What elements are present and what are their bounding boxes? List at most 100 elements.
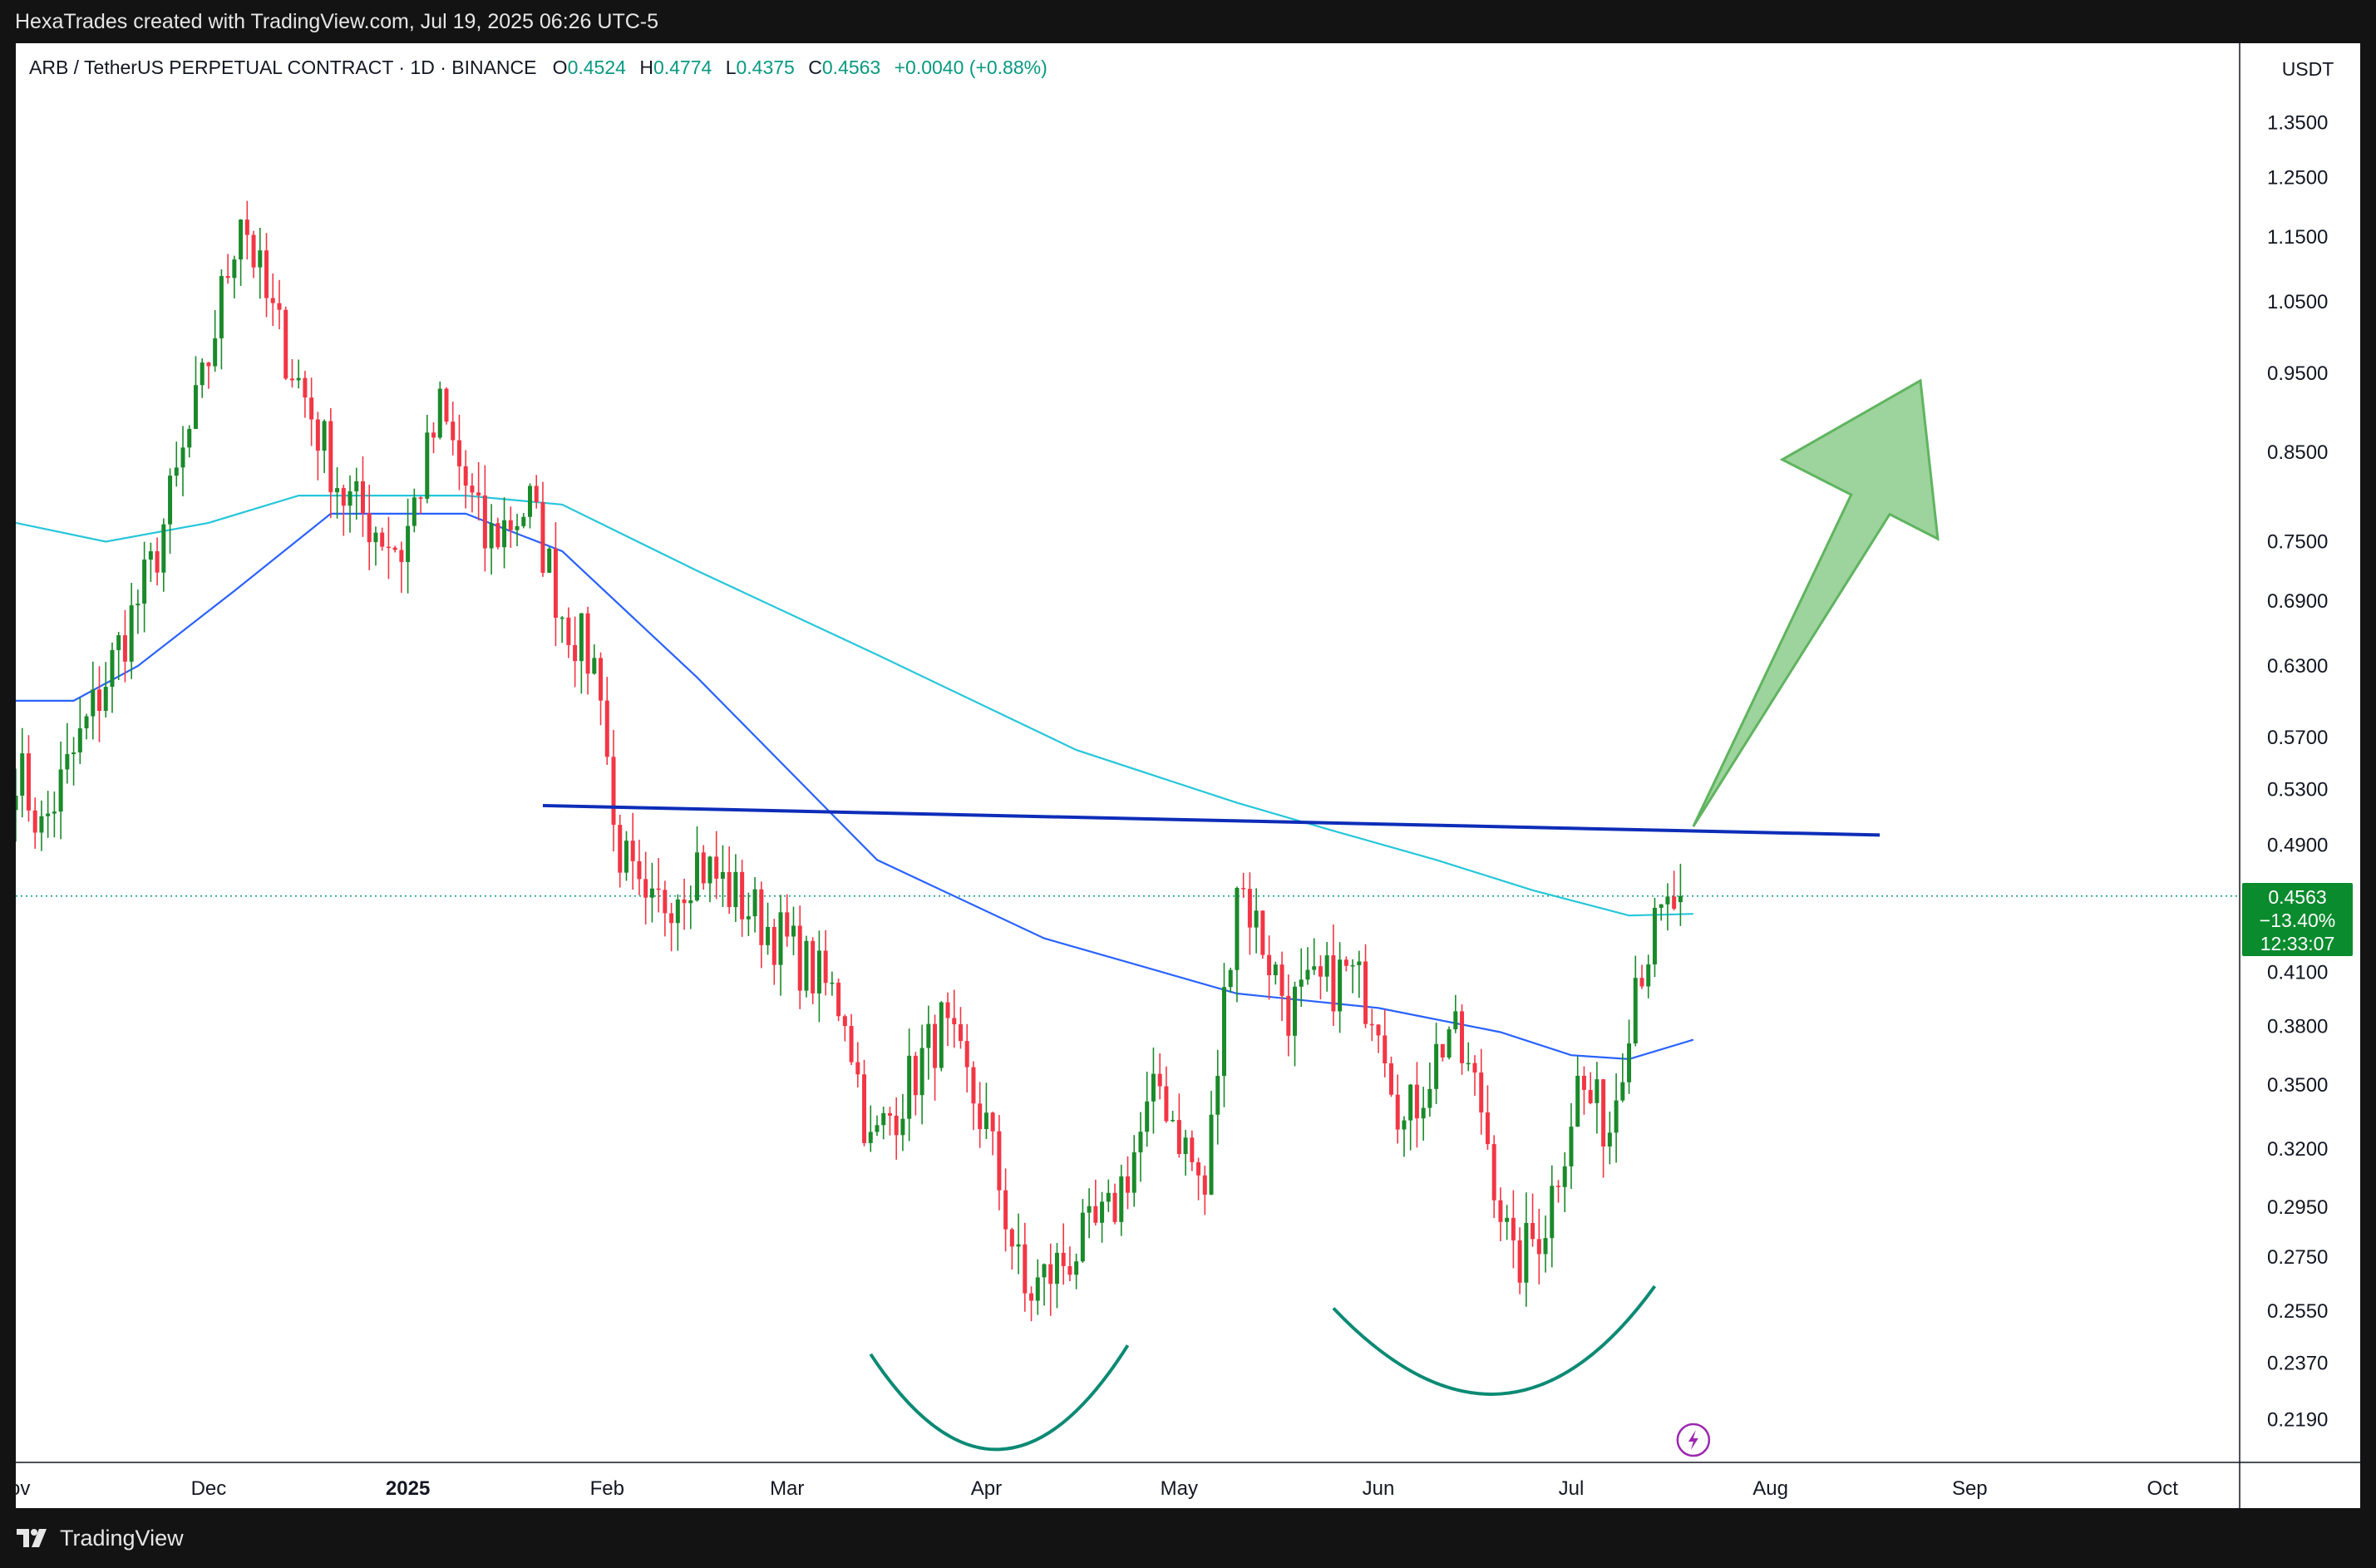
candle-body	[244, 219, 249, 235]
candle-body	[1440, 1043, 1445, 1058]
candle	[669, 903, 674, 952]
candle	[431, 422, 436, 454]
candle-body	[990, 1112, 995, 1132]
candle	[161, 518, 166, 592]
candle	[52, 791, 57, 838]
candle-body	[392, 547, 397, 550]
candle-body	[1042, 1264, 1047, 1278]
candle	[1190, 1130, 1195, 1171]
candle	[611, 729, 616, 852]
candle-body	[624, 841, 629, 873]
candle-body	[1595, 1079, 1600, 1103]
candle	[1171, 1111, 1176, 1122]
candle	[244, 200, 249, 260]
candle	[495, 517, 500, 550]
candle-body	[142, 560, 147, 604]
candle-body	[431, 432, 436, 438]
tradingview-logo[interactable]: TradingView	[17, 1526, 184, 1551]
candle	[656, 858, 661, 913]
candle	[489, 504, 494, 575]
candle-body	[1254, 910, 1259, 928]
candle-body	[495, 523, 500, 548]
candle-body	[26, 753, 31, 811]
candle	[1607, 1112, 1612, 1165]
candle	[258, 228, 263, 299]
candle	[187, 425, 192, 458]
candle-body	[39, 816, 44, 833]
candle	[232, 255, 237, 298]
candle-body	[1293, 986, 1298, 1036]
candle	[1639, 964, 1644, 989]
candle-body	[482, 495, 487, 549]
candle	[1145, 1072, 1150, 1147]
moving-average-slow-line	[16, 495, 1693, 917]
candle	[701, 845, 706, 890]
price-chart[interactable]: 1.3500 1.2500 1.1500 1.0500 0.9500 0.8500 0.75…	[16, 43, 2360, 1508]
badge-price: 0.4563	[2268, 886, 2327, 908]
candle-body	[258, 250, 263, 268]
candle-body	[425, 432, 430, 499]
candle-body	[1357, 961, 1362, 965]
price-tick-label: 0.2950	[2267, 1196, 2328, 1219]
candle-body	[707, 856, 712, 884]
candle	[720, 845, 725, 907]
candle	[437, 381, 442, 440]
candle-body	[239, 219, 244, 260]
candle-body	[52, 811, 57, 814]
candle-body	[180, 447, 185, 468]
candle-body	[1318, 966, 1323, 977]
low-label: L	[725, 57, 737, 78]
candle	[277, 279, 282, 330]
candle	[855, 1042, 860, 1087]
candle	[1343, 956, 1348, 972]
candle-body	[97, 689, 102, 712]
candle-body	[1395, 1094, 1400, 1130]
candle-body	[1286, 995, 1291, 1036]
candle	[752, 877, 757, 933]
candle	[997, 1115, 1002, 1211]
candle-body	[714, 856, 719, 879]
candle	[1562, 1152, 1567, 1213]
candle-body	[1196, 1161, 1201, 1176]
candle	[1517, 1227, 1522, 1294]
candle-body	[688, 900, 693, 904]
candle-body	[225, 276, 230, 279]
candle-body	[559, 617, 564, 619]
candle	[1112, 1183, 1117, 1225]
candle	[1061, 1223, 1066, 1285]
candle	[785, 894, 790, 947]
candle	[1363, 944, 1368, 1028]
candle-body	[791, 925, 796, 937]
candle	[219, 269, 224, 370]
candle-body	[1646, 964, 1651, 987]
candle-body	[1517, 1240, 1522, 1283]
candle-body	[1176, 1120, 1181, 1155]
candle	[20, 727, 25, 817]
candle-body	[1479, 1072, 1484, 1113]
candle	[148, 542, 153, 582]
candle	[811, 937, 816, 1004]
candle	[1080, 1199, 1085, 1263]
candle	[1421, 1087, 1426, 1141]
candle	[1126, 1156, 1130, 1210]
candle	[470, 473, 475, 513]
candle-body	[1408, 1084, 1413, 1121]
candle-body	[1312, 966, 1317, 970]
candle-body	[1171, 1120, 1176, 1122]
candle-body	[129, 605, 134, 662]
currency-label[interactable]: USDT	[2281, 58, 2334, 80]
candle-body	[110, 649, 115, 688]
candle-body	[1601, 1079, 1606, 1147]
candle-body	[881, 1112, 886, 1126]
chart-frame[interactable]: 1.3500 1.2500 1.1500 1.0500 0.9500 0.8500 0.75…	[16, 43, 2360, 1508]
candle	[766, 902, 771, 955]
price-tick-label: 1.3500	[2267, 111, 2328, 134]
time-tick-label: Jul	[1559, 1477, 1585, 1500]
candle	[418, 496, 423, 515]
candle	[1176, 1093, 1181, 1158]
candle	[1646, 954, 1651, 998]
candle-body	[1074, 1261, 1079, 1275]
candle-body	[451, 422, 456, 441]
price-tick-label: 0.3800	[2267, 1016, 2328, 1038]
candle-body	[573, 644, 578, 662]
